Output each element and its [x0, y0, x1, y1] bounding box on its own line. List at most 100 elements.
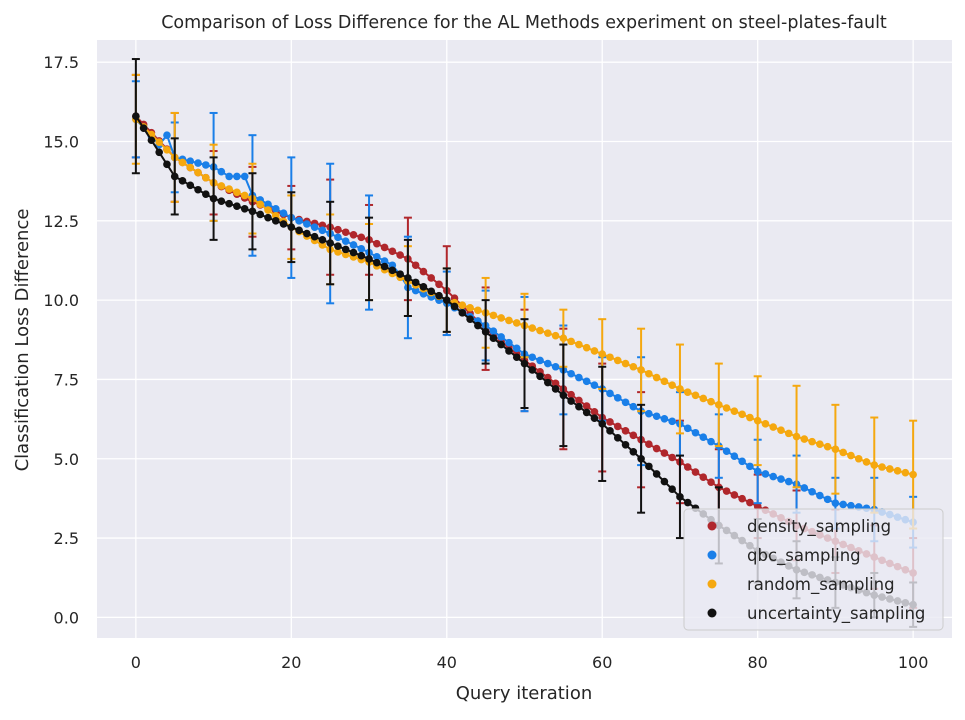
- data-point: [155, 148, 163, 157]
- data-point: [209, 194, 218, 203]
- data-point: [683, 498, 692, 507]
- data-point: [629, 431, 638, 440]
- data-point: [567, 369, 575, 378]
- data-point: [606, 389, 614, 398]
- data-point: [613, 434, 622, 442]
- data-point: [606, 353, 614, 362]
- data-point: [629, 362, 638, 371]
- data-point: [194, 168, 202, 177]
- data-point: [722, 447, 731, 455]
- data-point: [575, 340, 583, 349]
- data-point: [621, 398, 630, 407]
- data-point: [512, 353, 521, 362]
- data-point: [575, 402, 583, 411]
- data-point: [567, 337, 575, 346]
- data-point: [411, 278, 420, 287]
- data-point: [683, 388, 692, 396]
- data-point: [645, 409, 653, 418]
- y-tick-label: 12.5: [43, 212, 79, 231]
- data-point: [909, 470, 917, 479]
- data-point: [652, 444, 661, 453]
- data-point: [520, 359, 529, 368]
- data-point: [784, 477, 793, 486]
- data-point: [559, 334, 568, 343]
- data-point: [341, 228, 350, 237]
- data-point: [178, 158, 187, 167]
- data-point: [683, 424, 692, 433]
- data-point: [373, 239, 381, 248]
- data-point: [676, 493, 684, 501]
- data-point: [178, 177, 187, 185]
- data-point: [746, 462, 754, 471]
- data-point: [240, 204, 249, 213]
- data-point: [769, 423, 778, 431]
- data-point: [582, 402, 591, 410]
- data-point: [668, 485, 676, 494]
- data-point: [217, 197, 226, 205]
- data-point: [722, 487, 731, 495]
- data-point: [551, 362, 560, 371]
- data-point: [870, 461, 879, 469]
- data-point: [660, 477, 669, 486]
- data-point: [753, 467, 762, 476]
- data-point: [303, 229, 311, 238]
- data-point: [582, 408, 591, 417]
- data-point: [458, 309, 467, 317]
- data-point: [606, 427, 614, 435]
- data-point: [808, 487, 816, 496]
- y-tick-label: 5.0: [54, 450, 79, 469]
- data-point: [652, 373, 661, 382]
- data-point: [575, 373, 583, 382]
- data-point: [194, 185, 202, 194]
- data-point: [668, 381, 676, 389]
- data-point: [544, 359, 552, 368]
- data-point: [629, 447, 638, 456]
- data-point: [349, 230, 358, 239]
- data-point: [419, 283, 428, 291]
- data-point: [295, 217, 303, 225]
- data-point: [497, 340, 505, 349]
- data-point: [334, 225, 342, 234]
- data-point: [194, 159, 202, 167]
- data-point: [621, 427, 630, 435]
- data-point: [590, 408, 599, 416]
- data-point: [668, 453, 676, 462]
- data-point: [435, 291, 443, 300]
- data-point: [901, 468, 910, 477]
- data-point: [691, 391, 700, 400]
- data-point: [512, 319, 521, 327]
- data-point: [847, 451, 855, 460]
- data-point: [777, 475, 785, 483]
- data-point: [730, 452, 739, 461]
- data-point: [800, 435, 809, 443]
- data-point: [730, 491, 739, 499]
- data-point: [505, 347, 513, 355]
- data-point: [536, 356, 544, 365]
- data-point: [699, 473, 708, 481]
- data-point: [497, 333, 505, 341]
- data-point: [264, 200, 272, 209]
- legend-marker: [707, 550, 717, 560]
- data-point: [163, 131, 171, 139]
- data-point: [474, 306, 482, 315]
- data-point: [442, 296, 451, 304]
- data-point: [691, 468, 700, 476]
- data-point: [629, 402, 638, 411]
- data-point: [334, 242, 342, 251]
- data-point: [575, 396, 583, 405]
- data-point: [590, 414, 599, 422]
- data-point: [466, 315, 474, 323]
- data-point: [326, 239, 334, 247]
- data-point: [715, 401, 723, 409]
- y-tick-label: 10.0: [43, 291, 79, 310]
- x-axis-label: Query iteration: [456, 683, 592, 704]
- chart-title: Comparison of Loss Difference for the AL…: [161, 13, 887, 33]
- data-point: [645, 462, 653, 471]
- data-point: [264, 206, 272, 214]
- data-point: [295, 226, 303, 235]
- data-point: [411, 286, 420, 295]
- data-point: [816, 491, 824, 500]
- data-point: [839, 448, 847, 457]
- data-point: [652, 470, 661, 478]
